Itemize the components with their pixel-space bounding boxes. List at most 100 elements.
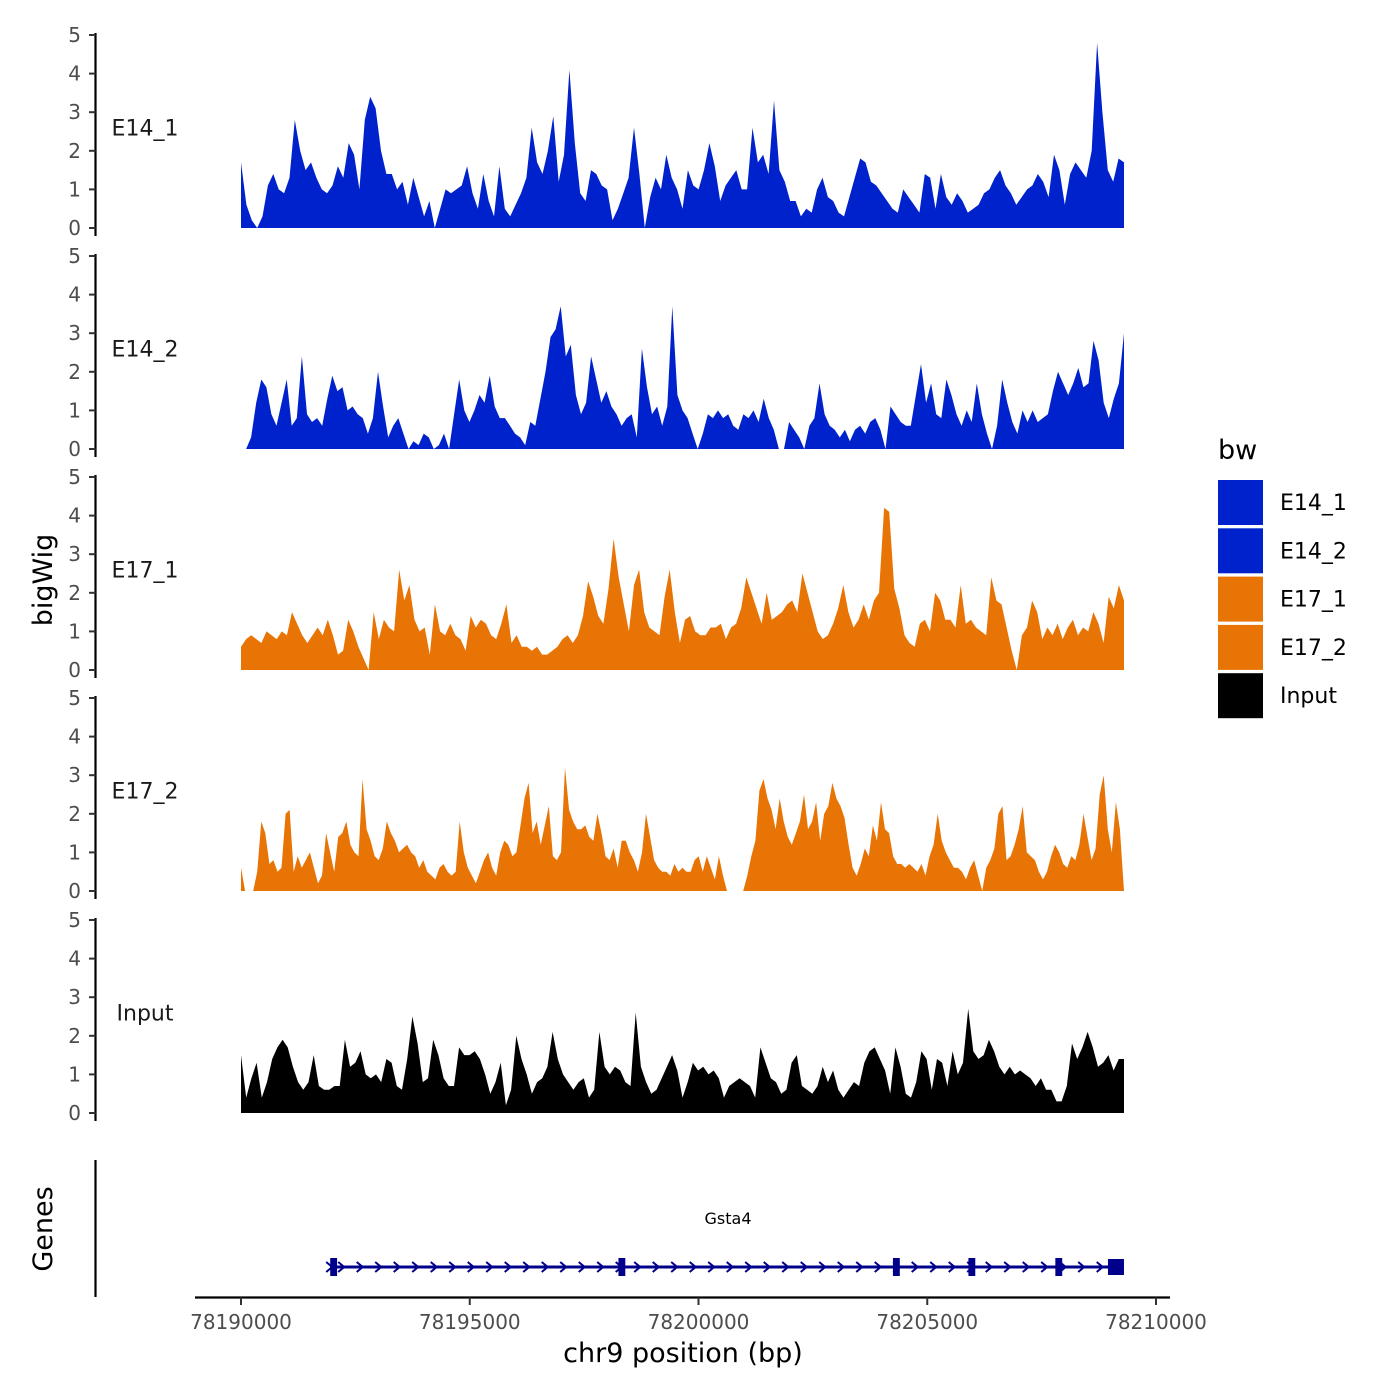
strand-arrow [411,1261,420,1273]
x-axis: 78190000 78195000 78200000 78205000 78210000 [190,1296,1207,1334]
y-tick-label: 2 [68,1024,81,1048]
y-tick-label: 4 [68,725,81,749]
strand-arrow [781,1261,790,1273]
gene-exon [618,1258,626,1276]
y-tick-label: 4 [68,62,81,86]
y-tick-label: 5 [68,908,81,932]
strand-arrow [985,1261,994,1273]
track-label: Input [117,1001,174,1026]
strand-arrow [874,1261,883,1273]
gene-track: Gsta4 [325,1209,1124,1276]
strand-arrow [800,1261,809,1273]
strand-arrow [1022,1261,1031,1273]
track-E17_1: 0 1 2 3 4 5 E17_1 [68,465,1124,682]
y-tick-label: 5 [68,686,81,710]
track-label: E17_1 [112,558,179,583]
area-E17_2 [241,767,1124,891]
strand-arrow [689,1261,698,1273]
strand-arrow [374,1261,383,1273]
y-tick-label: 2 [68,360,81,384]
legend-swatch [1218,528,1263,574]
strand-arrow [652,1261,661,1273]
track-label: E14_1 [112,116,179,141]
strand-arrow [744,1261,753,1273]
strand-arrow [763,1261,772,1273]
strand-arrow [559,1261,568,1273]
y-tick-label: 2 [68,139,81,163]
y-tick-label: 5 [68,244,81,268]
track-E17_2: 0 1 2 3 4 5 E17_2 [68,686,1124,903]
x-tick-label: 78210000 [1105,1310,1207,1334]
legend-label: E14_1 [1280,491,1347,516]
strand-arrow [726,1261,735,1273]
y-axis-title: bigWig [28,534,59,627]
y-tick-label: 3 [68,321,81,345]
y-tick-label: 1 [68,840,81,864]
y-tick-label: 0 [68,437,81,461]
x-tick-label: 78190000 [190,1310,292,1334]
y-tick-label: 1 [68,1062,81,1086]
strand-arrow [1040,1261,1049,1273]
area-E14_2 [241,306,1124,449]
x-tick-label: 78200000 [648,1310,750,1334]
y-tick-label: 5 [68,23,81,47]
y-tick-label: 4 [68,504,81,528]
strand-arrow [504,1261,513,1273]
y-tick-label: 0 [68,1101,81,1125]
gene-exon [1107,1259,1124,1275]
gene-label: Gsta4 [705,1209,752,1228]
strand-arrow [948,1261,957,1273]
track-E14_2: 0 1 2 3 4 5 E14_2 [68,244,1124,461]
strand-arrow [633,1261,642,1273]
y-tick-label: 3 [68,985,81,1009]
area-Input [241,1008,1124,1113]
y-tick-label: 0 [68,879,81,903]
legend-swatch [1218,624,1263,670]
track-Input: 0 1 2 3 4 5 Input [68,908,1124,1125]
x-axis-title: chr9 position (bp) [563,1338,803,1369]
strand-arrow [448,1261,457,1273]
strand-arrow [670,1261,679,1273]
area-E17_1 [241,507,1124,670]
strand-arrow [1003,1261,1012,1273]
gene-exon [892,1258,900,1276]
area-E14_1 [241,42,1124,229]
strand-arrow [837,1261,846,1273]
legend-swatch [1218,673,1263,719]
y-tick-label: 4 [68,283,81,307]
y-tick-label: 4 [68,947,81,971]
y-tick-label: 1 [68,177,81,201]
strand-arrow [430,1261,439,1273]
strand-arrow [855,1261,864,1273]
strand-arrow [596,1261,605,1273]
gene-exon [968,1258,976,1276]
strand-arrow [485,1261,494,1273]
gene-panel-title: Genes [28,1186,59,1271]
strand-arrow [337,1261,346,1273]
y-tick-label: 1 [68,398,81,422]
y-tick-label: 0 [68,216,81,240]
legend-title: bw [1218,435,1257,466]
strand-arrow [818,1261,827,1273]
y-tick-label: 0 [68,658,81,682]
gene-exon [1055,1258,1063,1276]
legend-label: E17_2 [1280,636,1347,661]
y-tick-label: 3 [68,542,81,566]
gene-exon [330,1258,338,1276]
strand-arrow [467,1261,476,1273]
x-tick-label: 78195000 [419,1310,521,1334]
strand-arrow [1077,1261,1086,1273]
y-tick-label: 2 [68,802,81,826]
strand-arrow [356,1261,365,1273]
gene-panel: Genes Gsta4 [28,1160,1124,1297]
strand-arrow [578,1261,587,1273]
track-E14_1: 0 1 2 3 4 5 E14_1 [68,23,1124,240]
strand-arrow [522,1261,531,1273]
strand-arrow [1096,1261,1105,1273]
track-label: E17_2 [112,779,179,804]
y-tick-label: 3 [68,100,81,124]
strand-arrow [541,1261,550,1273]
legend-swatch [1218,480,1263,525]
legend-swatch [1218,576,1263,622]
